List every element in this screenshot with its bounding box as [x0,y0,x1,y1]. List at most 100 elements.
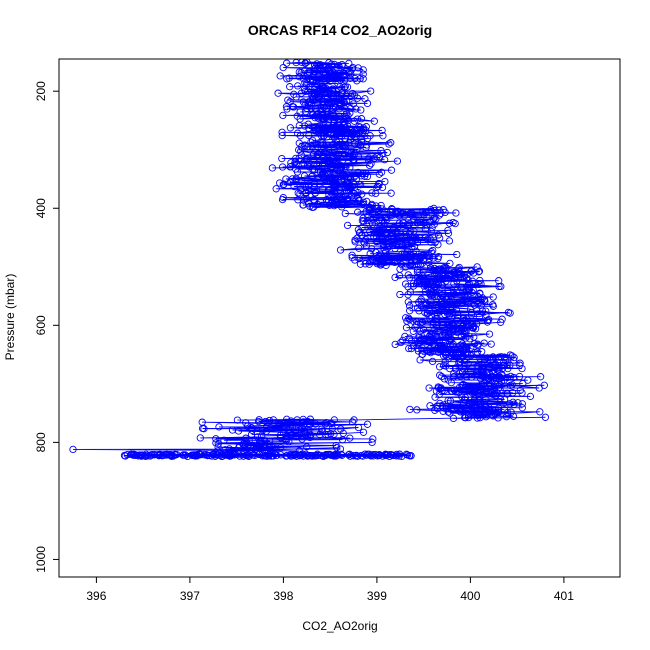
data-point [444,226,452,235]
data-point [329,451,337,460]
data-point [341,105,349,113]
data-point [463,343,471,352]
data-point [336,246,345,254]
data-point [396,290,404,299]
data-point [330,200,338,208]
data-point [155,452,163,460]
data-point [464,298,472,306]
data-point [344,69,352,77]
data-point [455,358,463,367]
data-point [309,203,318,211]
data-point [474,299,482,308]
data-point [478,347,486,356]
data-point [393,235,401,243]
data-point [429,290,437,299]
data-point [413,406,421,414]
data-point [200,451,208,459]
data-point [383,148,391,157]
data-point [418,346,426,354]
data-point [372,237,380,246]
data-point [312,452,320,460]
data-point [385,140,393,148]
data-point [359,66,367,74]
x-tick-label: 397 [180,589,200,603]
data-point [425,384,433,392]
data-point [507,408,515,416]
data-point [504,364,512,373]
data-point [291,450,300,458]
data-point [478,367,486,376]
data-point [411,323,419,331]
data-point [346,452,354,460]
data-point [454,311,462,320]
data-point [502,413,511,421]
data-point [379,243,388,252]
data-point [416,356,424,364]
data-point [282,452,290,460]
data-point [305,426,313,435]
data-point [343,114,351,123]
data-point [374,182,382,190]
data-point [296,132,305,140]
data-point [477,301,486,309]
data-point [314,114,322,122]
data-point [286,98,294,106]
plot-area [69,58,550,461]
data-point [235,450,243,458]
data-point [289,450,297,459]
data-point [311,420,320,428]
data-point [295,73,303,81]
data-point [421,225,430,233]
data-point [363,420,372,428]
data-point [415,234,424,242]
data-point [473,263,481,271]
data-point [425,282,433,291]
data-point [406,452,414,460]
data-point [426,345,434,353]
data-point [391,273,399,282]
data-point [294,82,302,90]
data-point [450,370,458,378]
data-point [428,224,436,232]
data-point [438,281,446,290]
data-point [384,254,392,262]
data-point [536,373,545,381]
data-point [266,437,274,445]
data-point [404,252,412,261]
data-point [432,334,440,342]
data-point [202,450,210,459]
data-point [205,451,213,460]
data-point [494,414,502,422]
data-point [281,435,289,444]
data-point [406,405,414,414]
data-point [368,189,376,197]
data-point [518,404,526,412]
data-point [341,209,349,218]
data-point [371,450,380,459]
data-point [356,260,365,268]
data-point [283,105,291,113]
data-point [432,215,440,223]
data-point [269,416,278,424]
data-point [406,261,415,270]
data-point [379,132,387,140]
data-point [348,418,357,426]
data-point [452,388,460,396]
data-point [338,193,347,202]
data-point [286,83,294,91]
data-point [536,408,544,416]
data-point [302,107,310,116]
data-point [541,413,550,421]
data-point [322,419,330,427]
data-point [295,121,303,130]
data-point [456,372,465,381]
data-point [442,277,450,285]
axes: 396 397 398 399 400 401 200 400 600 800 1000 [34,58,621,603]
data-point [377,168,386,176]
data-point [321,128,330,136]
data-point [450,280,458,288]
data-point [409,279,418,288]
data-point [421,234,429,242]
data-point [457,284,465,292]
data-point [329,88,337,96]
